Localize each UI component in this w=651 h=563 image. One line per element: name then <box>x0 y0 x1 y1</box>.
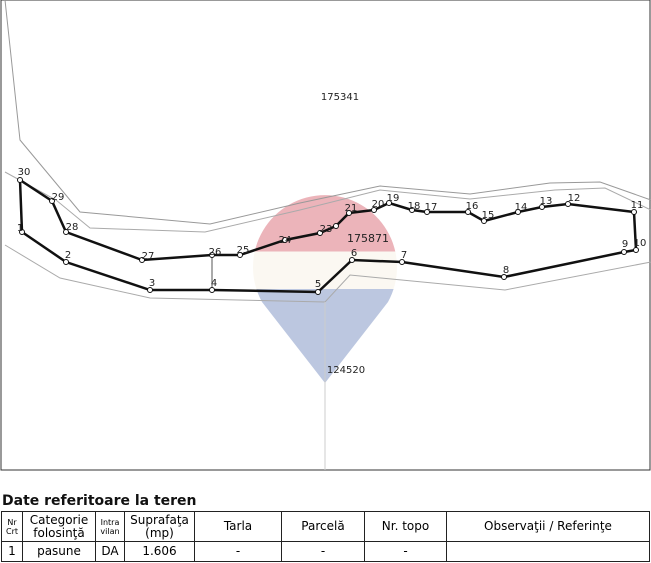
point-label: 19 <box>387 193 400 204</box>
column-header: Suprafaţa (mp) <box>124 511 195 542</box>
table-cell: 1.606 <box>124 541 195 562</box>
point-label: 18 <box>408 201 421 212</box>
point-label: 25 <box>237 245 250 256</box>
vertex <box>386 200 392 206</box>
vertex <box>349 257 355 263</box>
parcel-boundary <box>4 171 651 233</box>
point-label: 30 <box>18 167 31 178</box>
vertex <box>63 229 69 235</box>
vertex <box>515 209 521 215</box>
column-header: Nr. topo <box>364 511 447 542</box>
vertex <box>147 287 153 293</box>
vertex <box>481 218 487 224</box>
point-label: 13 <box>540 196 553 207</box>
point-label: 6 <box>351 248 357 259</box>
point-label: 26 <box>209 247 222 258</box>
point-label: 28 <box>66 222 79 233</box>
point-label: 15 <box>482 210 495 221</box>
point-label: 16 <box>466 201 479 212</box>
point-label: 5 <box>315 279 321 290</box>
table-cell: pasune <box>22 541 96 562</box>
land-table: Nr Crt Categorie folosinţă Intra vilan Supr… <box>1 511 650 562</box>
table-cell: - <box>281 541 365 562</box>
point-label: 23 <box>320 224 333 235</box>
point-label: 24 <box>279 235 292 246</box>
table-cell: - <box>194 541 282 562</box>
point-label: 27 <box>142 251 155 262</box>
point-label: 21 <box>345 203 358 214</box>
point-label: 17 <box>425 202 438 213</box>
vertex <box>19 229 25 235</box>
vertex <box>424 209 430 215</box>
vertex <box>139 257 145 263</box>
point-label: 14 <box>515 202 528 213</box>
vertex <box>621 249 627 255</box>
vertex <box>237 252 243 258</box>
column-header: Nr Crt <box>1 511 23 542</box>
vertex <box>539 204 545 210</box>
vertex <box>501 274 507 280</box>
parcel-boundary <box>4 0 651 225</box>
point-label: 2 <box>65 250 71 261</box>
vertex <box>315 289 321 295</box>
parcel-label: 175341 <box>321 92 359 103</box>
parcel-label: 124520 <box>327 365 365 376</box>
cadastral-map: 175341 175871 124520 123 4 56 789 1011121314… <box>0 0 651 471</box>
point-label: 9 <box>622 239 628 250</box>
vertex <box>209 252 215 258</box>
point-label: 8 <box>503 265 509 276</box>
column-header: Intra vilan <box>95 511 125 542</box>
vertex <box>465 209 471 215</box>
point-label: 29 <box>52 192 65 203</box>
point-label: 4 <box>211 278 217 289</box>
parcel-label: 175871 <box>347 232 389 245</box>
column-header: Parcelă <box>281 511 365 542</box>
vertex <box>633 247 639 253</box>
column-header: Observaţii / Referinţe <box>446 511 650 542</box>
point-label: 12 <box>568 193 581 204</box>
vertex <box>317 230 323 236</box>
point-label: 7 <box>401 250 407 261</box>
vertex <box>631 209 637 215</box>
table-cell <box>446 541 650 562</box>
table-cell: - <box>364 541 447 562</box>
vertex <box>209 287 215 293</box>
watermark <box>252 195 398 383</box>
vertex <box>371 207 377 213</box>
vertex <box>409 207 415 213</box>
vertex <box>63 259 69 265</box>
vertex <box>565 201 571 207</box>
vertex <box>17 177 23 183</box>
vertex <box>282 237 288 243</box>
column-header: Categorie folosinţă <box>22 511 96 542</box>
point-label: 20 <box>372 199 385 210</box>
point-label: 1 <box>17 223 23 234</box>
section-title: Date referitoare la teren <box>2 493 197 509</box>
point-label: 11 <box>631 200 644 211</box>
vertex <box>346 210 352 216</box>
vertex <box>49 198 55 204</box>
table-cell: DA <box>95 541 125 562</box>
column-header: Tarla <box>194 511 282 542</box>
table-row: 1 pasune DA 1.606- - - <box>1 541 650 562</box>
point-label: 3 <box>149 278 155 289</box>
point-label: 10 <box>634 238 647 249</box>
vertex <box>399 259 405 265</box>
vertex <box>333 223 339 229</box>
table-cell: 1 <box>1 541 23 562</box>
